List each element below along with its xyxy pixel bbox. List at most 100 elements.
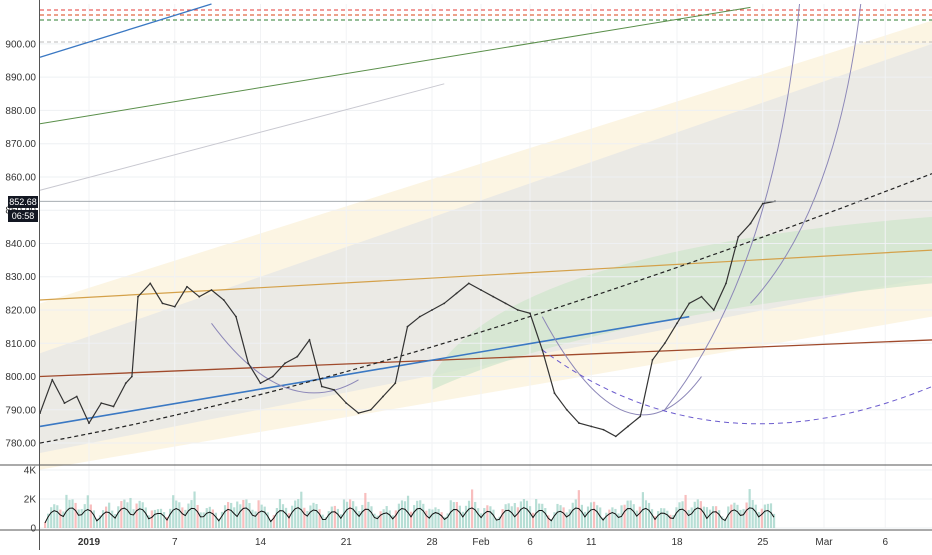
volume-bar — [208, 506, 211, 528]
volume-bar — [373, 513, 376, 528]
volume-bar — [644, 500, 648, 528]
volume-bar — [733, 502, 736, 528]
volume-bar — [519, 501, 522, 528]
volume-bar — [159, 508, 163, 528]
price-point — [749, 222, 752, 225]
grid — [40, 4, 932, 528]
volume-bar — [358, 511, 361, 528]
price-point — [235, 315, 237, 318]
volume-bar — [589, 502, 593, 528]
y-tick-label: 790.00 — [5, 405, 36, 416]
price-point — [663, 342, 666, 345]
volume-bar — [74, 502, 77, 528]
volume-bar — [385, 506, 388, 528]
price-point — [639, 415, 642, 418]
price-point — [541, 349, 544, 351]
volume-bar — [47, 513, 50, 528]
volume-bar — [599, 507, 602, 528]
volume-bar — [565, 512, 568, 528]
volume-bar — [483, 508, 486, 528]
volume-bar — [345, 501, 349, 528]
volume-bar — [702, 506, 705, 528]
volume-bar — [242, 499, 245, 528]
price-point — [247, 362, 250, 365]
price-point — [51, 378, 54, 381]
volume-bar — [522, 499, 526, 528]
volume-bar — [696, 499, 699, 528]
volume-bar — [71, 499, 74, 528]
price-point — [259, 382, 262, 385]
volume-bar — [538, 503, 541, 528]
price-point — [455, 292, 458, 295]
volume-bar — [516, 507, 519, 528]
volume-bar — [297, 499, 300, 528]
volume-bar — [751, 500, 754, 528]
price-point — [700, 295, 703, 298]
volume-bar — [410, 511, 413, 528]
volume-bar — [339, 514, 343, 528]
volume-bar — [681, 501, 684, 528]
volume-bar — [623, 504, 626, 528]
volume-bar — [248, 503, 251, 528]
price-series — [39, 200, 932, 438]
y-tick-label: 840.00 — [5, 239, 36, 250]
y-tick-label: 900.00 — [5, 39, 36, 50]
volume-bar — [147, 515, 150, 528]
x-tick-label: 25 — [757, 537, 769, 548]
volume-bar — [687, 509, 690, 528]
volume-bar — [504, 504, 507, 528]
volume-bar — [455, 501, 458, 528]
volume-bar — [193, 491, 196, 528]
volume-bar — [452, 502, 455, 528]
volume-bar — [711, 506, 715, 528]
volume-bar — [434, 507, 437, 528]
price-point — [186, 285, 188, 288]
price-point — [173, 305, 176, 308]
price-point — [676, 322, 678, 325]
volume-bar — [284, 507, 288, 528]
volume-bar — [324, 517, 327, 528]
purple-parabola-1 — [664, 3, 800, 411]
volume-bar — [236, 501, 239, 528]
price-point — [480, 289, 482, 291]
volume-bar — [333, 505, 336, 528]
volume-bar — [699, 501, 702, 528]
y-tick-label: 890.00 — [5, 73, 36, 84]
volume-bar — [461, 511, 465, 528]
volume-bar — [327, 511, 330, 528]
volume-bar — [367, 501, 370, 528]
y-tick-label: 830.00 — [5, 272, 36, 283]
volume-bar — [294, 500, 297, 528]
volume-bar — [715, 506, 718, 528]
volume-bar — [425, 510, 428, 528]
volume-bar — [254, 511, 257, 528]
volume-bar — [397, 503, 400, 528]
price-point — [100, 402, 103, 405]
volume-bar — [763, 504, 766, 528]
x-tick-label: 6 — [882, 537, 888, 548]
price-point — [124, 382, 127, 385]
volume-bar — [443, 516, 446, 528]
price-point — [712, 309, 715, 311]
volume-ma-line — [44, 507, 775, 524]
price-point — [688, 302, 691, 305]
volume-bar — [352, 501, 355, 528]
volume-bar — [672, 515, 675, 528]
volume-bar — [772, 513, 776, 528]
channel-bands — [40, 20, 932, 470]
volume-bar — [89, 504, 92, 528]
price-point — [651, 358, 654, 361]
volume-bar — [257, 500, 260, 528]
y-tick-label: 880.00 — [5, 106, 36, 117]
volume-bar — [690, 507, 693, 528]
volume-bar — [86, 495, 89, 528]
volume-bar — [156, 509, 160, 528]
volume-bar — [541, 503, 544, 528]
volume-bar — [379, 511, 382, 528]
volume-bar — [562, 507, 565, 528]
volume-bar — [669, 514, 672, 528]
price-point — [761, 202, 764, 205]
price-point — [137, 295, 139, 298]
price-point — [210, 289, 213, 291]
